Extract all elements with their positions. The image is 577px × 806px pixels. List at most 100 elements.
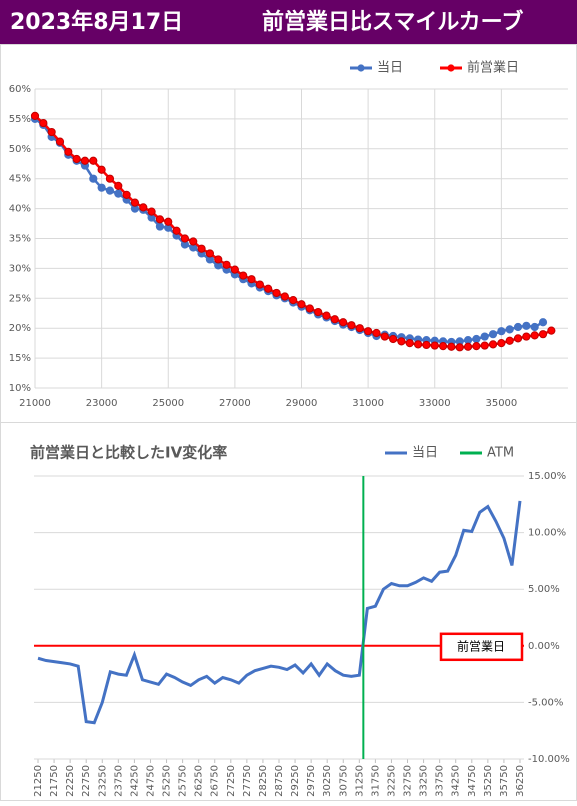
y-tick-label: -5.00% bbox=[528, 697, 563, 708]
legend-marker bbox=[447, 64, 455, 72]
x-tick-label: 26750 bbox=[210, 765, 221, 797]
marker bbox=[214, 255, 223, 264]
header-title: 前営業日比スマイルカーブ bbox=[262, 9, 523, 35]
reference-label: 前営業日 bbox=[457, 638, 505, 653]
panel-border bbox=[0, 44, 577, 423]
x-tick-label: 23000 bbox=[86, 398, 118, 409]
x-tick-label: 30250 bbox=[322, 765, 333, 797]
marker bbox=[497, 339, 506, 348]
x-tick-label: 31250 bbox=[354, 765, 365, 797]
x-tick-label: 33000 bbox=[419, 398, 451, 409]
x-tick-label: 27750 bbox=[242, 765, 253, 797]
marker bbox=[139, 203, 148, 212]
marker bbox=[30, 111, 40, 121]
marker bbox=[430, 341, 439, 350]
x-tick-label: 27000 bbox=[219, 398, 251, 409]
x-tick-label: 36250 bbox=[515, 765, 526, 797]
marker bbox=[272, 288, 281, 298]
marker bbox=[222, 260, 231, 269]
x-tick-label: 29750 bbox=[306, 765, 317, 797]
x-tick-label: 25750 bbox=[178, 765, 189, 797]
marker bbox=[472, 342, 481, 351]
x-tick-label: 31000 bbox=[352, 398, 384, 409]
y-tick-label: 10% bbox=[9, 383, 31, 394]
x-tick-label: 21750 bbox=[49, 765, 60, 797]
y-tick-label: 15.00% bbox=[528, 471, 566, 482]
marker bbox=[97, 183, 106, 192]
marker bbox=[339, 318, 348, 327]
y-tick-label: 45% bbox=[9, 174, 31, 185]
legend-marker bbox=[357, 64, 365, 72]
marker bbox=[155, 222, 165, 231]
marker bbox=[422, 340, 431, 350]
marker bbox=[505, 336, 514, 345]
x-tick-label: 35250 bbox=[483, 765, 494, 797]
marker bbox=[130, 198, 140, 207]
marker bbox=[72, 154, 81, 164]
x-tick-label: 34750 bbox=[467, 765, 478, 797]
marker bbox=[280, 292, 289, 301]
marker bbox=[305, 304, 314, 313]
marker bbox=[297, 300, 306, 309]
x-tick-label: 21250 bbox=[33, 765, 44, 797]
x-tick-label: 29000 bbox=[286, 398, 318, 409]
marker bbox=[488, 330, 498, 339]
marker bbox=[447, 342, 456, 351]
x-tick-label: 21000 bbox=[19, 398, 51, 409]
legend-label: ATM bbox=[487, 446, 514, 461]
marker bbox=[39, 118, 48, 128]
x-tick-label: 33750 bbox=[435, 765, 446, 797]
y-tick-label: 20% bbox=[9, 323, 31, 334]
marker bbox=[80, 156, 90, 165]
header-date: 2023年8月17日 bbox=[10, 9, 183, 35]
marker bbox=[347, 321, 356, 330]
marker bbox=[389, 334, 398, 344]
marker bbox=[455, 343, 464, 352]
y-tick-label: 35% bbox=[9, 234, 31, 245]
marker bbox=[105, 186, 115, 195]
panel-border bbox=[0, 422, 577, 801]
marker bbox=[114, 189, 123, 198]
marker bbox=[55, 137, 65, 146]
marker bbox=[438, 342, 448, 351]
y-tick-label: 30% bbox=[9, 263, 31, 274]
marker bbox=[538, 318, 548, 327]
y-tick-label: 40% bbox=[9, 204, 31, 215]
x-tick-label: 35750 bbox=[499, 765, 510, 797]
legend-label: 当日 bbox=[412, 446, 438, 461]
marker bbox=[155, 215, 165, 224]
y-tick-label: 55% bbox=[9, 114, 31, 125]
legend-label: 当日 bbox=[377, 61, 403, 76]
marker bbox=[522, 321, 531, 330]
x-tick-label: 25000 bbox=[152, 398, 184, 409]
marker bbox=[405, 339, 414, 348]
x-tick-label: 30750 bbox=[338, 765, 349, 797]
marker bbox=[364, 327, 373, 336]
marker bbox=[47, 127, 56, 137]
marker bbox=[497, 327, 506, 336]
marker bbox=[513, 334, 523, 343]
marker bbox=[355, 324, 364, 333]
series-line bbox=[34, 117, 544, 344]
marker bbox=[205, 249, 214, 258]
marker bbox=[314, 307, 323, 317]
chart-title: 前営業日と比較したIV変化率 bbox=[30, 444, 227, 462]
x-tick-label: 34250 bbox=[451, 765, 462, 797]
marker bbox=[264, 284, 273, 293]
marker bbox=[530, 331, 539, 340]
x-tick-label: 28750 bbox=[274, 765, 285, 797]
y-tick-label: 10.00% bbox=[528, 528, 566, 539]
marker bbox=[522, 332, 531, 341]
x-tick-label: 24750 bbox=[145, 765, 156, 797]
marker bbox=[197, 244, 206, 253]
marker bbox=[230, 265, 239, 274]
marker bbox=[180, 234, 190, 243]
x-tick-label: 25250 bbox=[162, 765, 173, 797]
x-tick-label: 22750 bbox=[81, 765, 92, 797]
marker bbox=[64, 147, 73, 156]
marker bbox=[114, 181, 123, 190]
marker bbox=[480, 332, 489, 341]
x-tick-label: 33250 bbox=[419, 765, 430, 797]
marker bbox=[463, 342, 473, 351]
